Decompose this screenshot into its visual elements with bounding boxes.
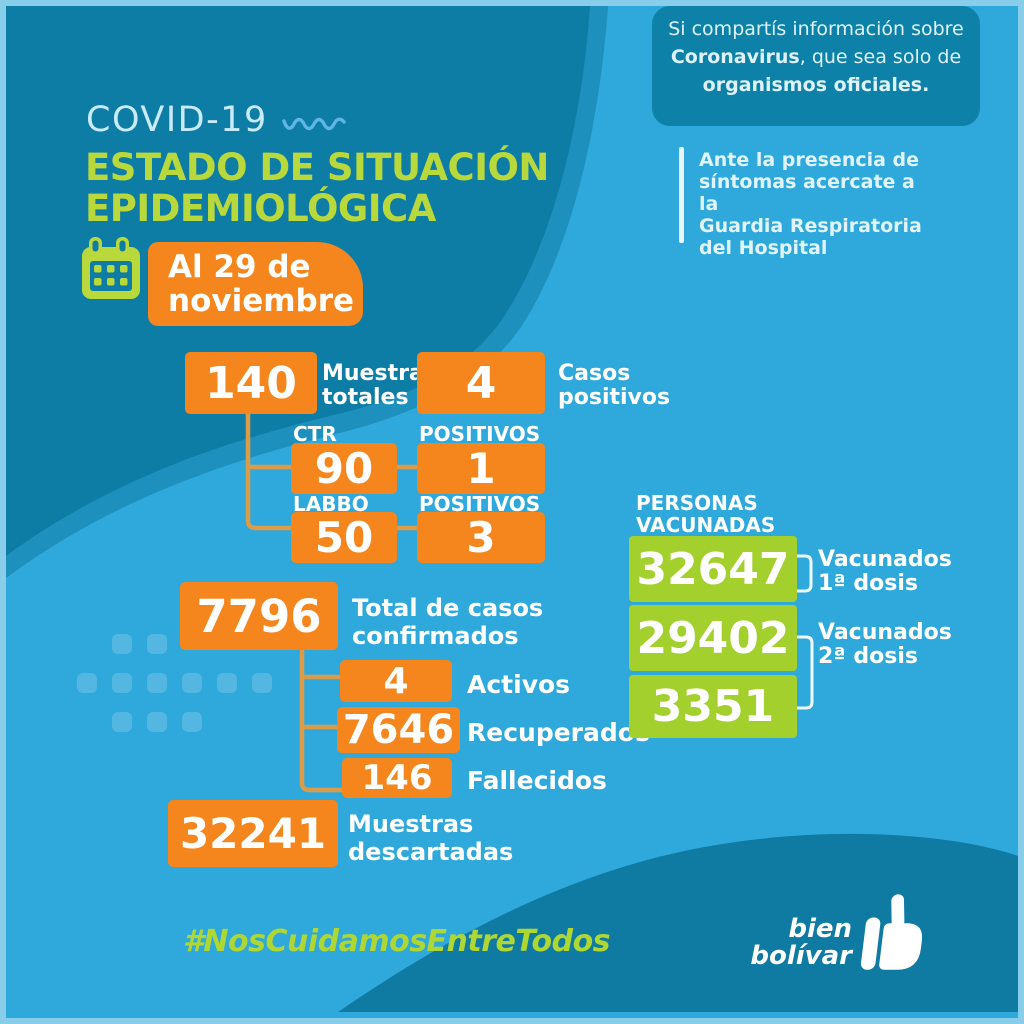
stat-label-fallecidos: Fallecidos: [467, 766, 607, 795]
decorative-dot: [217, 673, 237, 693]
vaccination-label-2-dosis: Vacunados 2ª dosis: [818, 620, 952, 669]
report-date-line1: Al 29 de: [168, 249, 311, 285]
decorative-dot: [147, 712, 167, 732]
campaign-hashtag: #NosCuidamosEntreTodos: [183, 924, 611, 959]
bottom-right-dome-shape: [338, 833, 1018, 1012]
stat-label-recuperados: Recuperados: [467, 718, 650, 747]
title-line-2: EPIDEMIOLÓGICA: [85, 187, 436, 230]
stat-heading-ctr: CTR: [293, 422, 337, 446]
stat-box-vacunados-3351: 3351: [629, 675, 797, 738]
stat-value-labbo-positivos: 3: [466, 513, 496, 562]
stat-heading-ctr-positivos: POSITIVOS: [419, 422, 541, 446]
calendar-icon: [82, 237, 140, 299]
symptoms-line1: Ante la presencia de: [699, 149, 920, 171]
wave-squiggle-icon: [282, 117, 346, 131]
decorative-dot: [112, 712, 132, 732]
stat-value-muestras-descartadas: 32241: [179, 809, 327, 858]
stat-box-muestras-descartadas: 32241: [168, 800, 338, 867]
stat-box-recuperados: 7646: [337, 707, 460, 753]
stat-value-labbo: 50: [314, 513, 374, 562]
stat-box-muestras-totales: 140: [185, 352, 317, 414]
symptoms-notice-bar: [679, 147, 684, 243]
symptoms-notice: Ante la presencia de síntomas acercate a…: [699, 149, 929, 259]
stat-box-activos: 4: [340, 660, 452, 702]
vaccination-heading: PERSONAS VACUNADAS: [636, 491, 776, 537]
stat-value-casos-positivos: 4: [465, 357, 497, 409]
brand-wordmark: bien bolívar: [750, 914, 852, 971]
page-title: ESTADO DE SITUACIÓN EPIDEMIOLÓGICA: [85, 147, 549, 229]
share-notice-line2: Coronavirus, que sea solo de: [652, 43, 980, 71]
stat-label-total-confirmados: Total de casos confirmados: [352, 594, 544, 650]
stat-box-fallecidos: 146: [342, 758, 452, 798]
stat-value-fallecidos: 146: [361, 758, 433, 798]
stat-value-vacunados-1-dosis: 32647: [636, 543, 790, 595]
decorative-dot: [112, 673, 132, 693]
stat-box-vacunados-2-dosis: 29402: [629, 605, 797, 671]
symptoms-line2: síntomas acercate a la: [699, 171, 915, 215]
decorative-dot: [77, 673, 97, 693]
decorative-dot: [147, 673, 167, 693]
stat-value-vacunados-3351: 3351: [651, 681, 775, 732]
stat-box-ctr-positivos: 1: [417, 443, 545, 494]
share-notice-box: Si compartís información sobre Coronavir…: [652, 6, 980, 126]
stat-label-activos: Activos: [467, 670, 571, 699]
report-date-box: Al 29 de noviembre: [148, 242, 363, 326]
stat-box-labbo-positivos: 3: [417, 512, 545, 563]
share-notice-line2-rest: , que sea solo de: [799, 46, 962, 68]
symptoms-line4: del Hospital: [699, 237, 828, 259]
stat-value-ctr-positivos: 1: [466, 444, 496, 493]
decorative-dot: [252, 673, 272, 693]
stat-box-vacunados-1-dosis: 32647: [629, 536, 797, 602]
share-notice-coronavirus: Coronavirus: [670, 46, 800, 68]
stat-value-ctr: 90: [314, 444, 374, 493]
stat-value-vacunados-2-dosis: 29402: [636, 612, 790, 664]
title-line-1: ESTADO DE SITUACIÓN: [85, 146, 549, 189]
thumbs-up-b-logo: [860, 894, 922, 970]
symptoms-line3: Guardia Respiratoria: [699, 215, 922, 237]
stat-box-labbo: 50: [291, 512, 397, 563]
stat-value-total-confirmados: 7796: [196, 589, 322, 643]
report-date-line2: noviembre: [168, 283, 355, 319]
stat-value-recuperados: 7646: [342, 707, 455, 753]
stat-value-activos: 4: [383, 660, 409, 702]
share-notice-line1: Si compartís información sobre: [668, 18, 964, 40]
decorative-dot: [147, 634, 167, 654]
stat-label-muestras-descartadas: Muestras descartadas: [348, 810, 514, 866]
decorative-dot: [182, 673, 202, 693]
decorative-dot: [182, 712, 202, 732]
kicker-covid19: COVID-19: [86, 100, 268, 140]
decorative-dot: [112, 634, 132, 654]
stat-value-muestras-totales: 140: [205, 357, 297, 409]
stat-box-casos-positivos: 4: [417, 352, 545, 414]
vaccination-label-1-dosis: Vacunados 1ª dosis: [818, 547, 952, 596]
stat-box-total-confirmados: 7796: [180, 582, 338, 650]
stat-label-casos-positivos: Casos positivos: [558, 361, 671, 410]
share-notice-line3: organismos oficiales.: [702, 74, 930, 96]
stat-box-ctr: 90: [291, 443, 397, 494]
